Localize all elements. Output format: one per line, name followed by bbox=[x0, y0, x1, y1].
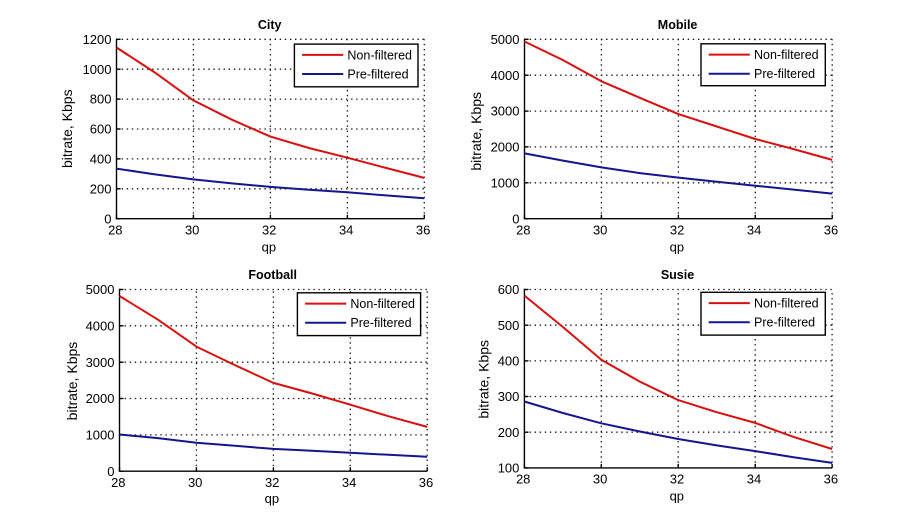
svg-text:1000: 1000 bbox=[491, 175, 520, 190]
svg-text:400: 400 bbox=[498, 354, 520, 369]
svg-text:32: 32 bbox=[265, 475, 279, 490]
svg-text:36: 36 bbox=[416, 222, 430, 237]
svg-text:30: 30 bbox=[593, 472, 607, 487]
svg-text:34: 34 bbox=[747, 222, 761, 237]
svg-text:5000: 5000 bbox=[491, 32, 520, 47]
svg-text:Football: Football bbox=[248, 268, 297, 282]
svg-text:300: 300 bbox=[498, 389, 520, 404]
svg-text:Non-filtered: Non-filtered bbox=[754, 48, 819, 62]
svg-text:34: 34 bbox=[342, 475, 356, 490]
svg-text:qp: qp bbox=[265, 491, 279, 506]
svg-text:2000: 2000 bbox=[86, 391, 115, 406]
svg-text:Non-filtered: Non-filtered bbox=[350, 297, 415, 311]
svg-text:4000: 4000 bbox=[491, 68, 520, 83]
svg-text:100: 100 bbox=[498, 461, 520, 476]
svg-text:36: 36 bbox=[824, 222, 838, 237]
svg-text:400: 400 bbox=[90, 152, 112, 167]
svg-text:30: 30 bbox=[593, 222, 607, 237]
svg-text:2000: 2000 bbox=[491, 140, 520, 155]
svg-text:36: 36 bbox=[824, 472, 838, 487]
svg-text:5000: 5000 bbox=[86, 282, 115, 297]
svg-text:800: 800 bbox=[90, 92, 112, 107]
svg-text:0: 0 bbox=[107, 464, 114, 479]
svg-text:32: 32 bbox=[262, 222, 276, 237]
svg-text:200: 200 bbox=[498, 425, 520, 440]
svg-text:28: 28 bbox=[108, 222, 122, 237]
svg-text:28: 28 bbox=[516, 222, 530, 237]
svg-text:34: 34 bbox=[747, 472, 761, 487]
svg-text:500: 500 bbox=[498, 318, 520, 333]
svg-text:600: 600 bbox=[90, 122, 112, 137]
svg-text:bitrate, Kbps: bitrate, Kbps bbox=[64, 342, 80, 421]
svg-text:30: 30 bbox=[185, 222, 199, 237]
svg-text:Pre-filtered: Pre-filtered bbox=[754, 67, 815, 81]
svg-text:36: 36 bbox=[419, 475, 433, 490]
svg-text:3000: 3000 bbox=[86, 355, 115, 370]
svg-text:28: 28 bbox=[516, 472, 530, 487]
svg-text:Pre-filtered: Pre-filtered bbox=[754, 316, 815, 330]
svg-text:3000: 3000 bbox=[491, 104, 520, 119]
svg-text:Pre-filtered: Pre-filtered bbox=[350, 316, 411, 330]
svg-text:Non-filtered: Non-filtered bbox=[347, 48, 412, 62]
svg-text:30: 30 bbox=[188, 475, 202, 490]
svg-text:bitrate, Kbps: bitrate, Kbps bbox=[475, 340, 491, 419]
svg-text:28: 28 bbox=[111, 475, 125, 490]
svg-text:Non-filtered: Non-filtered bbox=[754, 297, 819, 311]
svg-text:0: 0 bbox=[104, 211, 111, 226]
svg-text:qp: qp bbox=[670, 240, 684, 255]
svg-text:bitrate, Kbps: bitrate, Kbps bbox=[468, 92, 484, 171]
svg-text:bitrate, Kbps: bitrate, Kbps bbox=[59, 89, 75, 168]
svg-text:600: 600 bbox=[498, 282, 520, 297]
svg-text:1000: 1000 bbox=[83, 62, 112, 77]
svg-text:qp: qp bbox=[670, 488, 684, 503]
svg-text:200: 200 bbox=[90, 181, 112, 196]
svg-text:32: 32 bbox=[670, 222, 684, 237]
svg-text:0: 0 bbox=[512, 211, 519, 226]
svg-text:Susie: Susie bbox=[661, 268, 694, 282]
svg-text:City: City bbox=[258, 18, 282, 32]
svg-text:1200: 1200 bbox=[83, 32, 112, 47]
svg-text:1000: 1000 bbox=[86, 428, 115, 443]
svg-text:Mobile: Mobile bbox=[658, 18, 698, 32]
svg-text:4000: 4000 bbox=[86, 318, 115, 333]
svg-text:34: 34 bbox=[339, 222, 353, 237]
svg-text:Pre-filtered: Pre-filtered bbox=[347, 68, 408, 82]
svg-text:32: 32 bbox=[670, 472, 684, 487]
svg-text:qp: qp bbox=[262, 240, 276, 255]
